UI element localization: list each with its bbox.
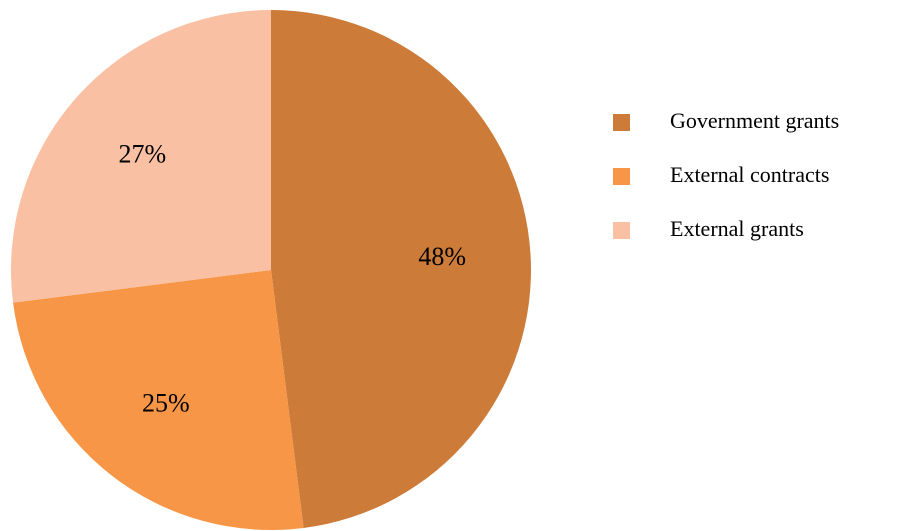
legend-label: Government grants	[670, 108, 839, 133]
data-label: 25%	[142, 389, 190, 418]
legend-swatch	[613, 114, 630, 131]
legend-swatch	[613, 222, 630, 239]
pie-slice	[10, 10, 271, 303]
legend-label: External contracts	[670, 162, 829, 187]
legend-label: External grants	[670, 216, 804, 241]
data-label: 27%	[118, 139, 166, 168]
legend-swatch	[613, 168, 630, 185]
pie-slice	[13, 270, 304, 530]
data-label: 48%	[418, 242, 466, 271]
pie-slice	[271, 10, 532, 528]
